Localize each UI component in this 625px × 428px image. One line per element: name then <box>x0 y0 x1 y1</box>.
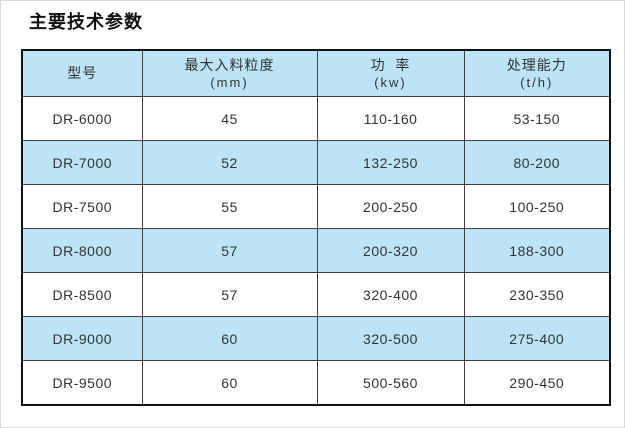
cell-max-feed-size: 55 <box>141 184 318 229</box>
cell-power: 320-400 <box>316 272 465 317</box>
cell-capacity: 230-350 <box>463 272 611 317</box>
cell-capacity: 275-400 <box>463 316 611 361</box>
cell-power: 500-560 <box>316 360 465 406</box>
cell-model: DR-9000 <box>21 316 143 361</box>
col-header-model-label: 型号 <box>67 65 98 81</box>
table-row: DR-6000 45 110-160 53-150 <box>21 96 611 141</box>
col-header-power-unit: (kw) <box>374 74 407 90</box>
cell-capacity: 188-300 <box>463 228 611 273</box>
cell-model: DR-7000 <box>21 140 143 185</box>
col-header-model: 型号 <box>21 49 143 97</box>
cell-capacity: 80-200 <box>463 140 611 185</box>
col-header-capacity-label: 处理能力 <box>506 56 567 73</box>
cell-power: 110-160 <box>316 96 465 141</box>
header-row: 型号 最大入料粒度 (mm) 功 率 (kw) 处理能力 (t/h) <box>21 49 611 97</box>
cell-model: DR-9500 <box>21 360 143 406</box>
cell-power: 200-250 <box>316 184 465 229</box>
cell-capacity: 100-250 <box>463 184 611 229</box>
table-row: DR-8500 57 320-400 230-350 <box>21 272 611 317</box>
table-body: DR-6000 45 110-160 53-150 DR-7000 52 132… <box>21 96 611 406</box>
cell-model: DR-8500 <box>21 272 143 317</box>
cell-capacity: 53-150 <box>463 96 611 141</box>
table-row: DR-9500 60 500-560 290-450 <box>21 360 611 406</box>
cell-power: 132-250 <box>316 140 465 185</box>
col-header-capacity: 处理能力 (t/h) <box>463 49 611 97</box>
cell-max-feed-size: 60 <box>141 316 318 361</box>
spec-table: 型号 最大入料粒度 (mm) 功 率 (kw) 处理能力 (t/h) DR-60… <box>21 49 611 406</box>
col-header-capacity-unit: (t/h) <box>520 74 554 90</box>
cell-max-feed-size: 57 <box>141 272 318 317</box>
cell-power: 200-320 <box>316 228 465 273</box>
cell-max-feed-size: 45 <box>141 96 318 141</box>
table-row: DR-7500 55 200-250 100-250 <box>21 184 611 229</box>
cell-model: DR-6000 <box>21 96 143 141</box>
cell-model: DR-8000 <box>21 228 143 273</box>
col-header-power-label: 功 率 <box>370 56 411 73</box>
cell-max-feed-size: 52 <box>141 140 318 185</box>
cell-model: DR-7500 <box>21 184 143 229</box>
col-header-max-feed-size-label: 最大入料粒度 <box>184 56 275 73</box>
table-row: DR-8000 57 200-320 188-300 <box>21 228 611 273</box>
col-header-power: 功 率 (kw) <box>316 49 465 97</box>
table-row: DR-9000 60 320-500 275-400 <box>21 316 611 361</box>
cell-max-feed-size: 57 <box>141 228 318 273</box>
page-title: 主要技术参数 <box>29 12 143 32</box>
col-header-max-feed-size: 最大入料粒度 (mm) <box>141 49 318 97</box>
col-header-max-feed-size-unit: (mm) <box>210 74 249 90</box>
table-row: DR-7000 52 132-250 80-200 <box>21 140 611 185</box>
cell-max-feed-size: 60 <box>141 360 318 406</box>
cell-power: 320-500 <box>316 316 465 361</box>
cell-capacity: 290-450 <box>463 360 611 406</box>
